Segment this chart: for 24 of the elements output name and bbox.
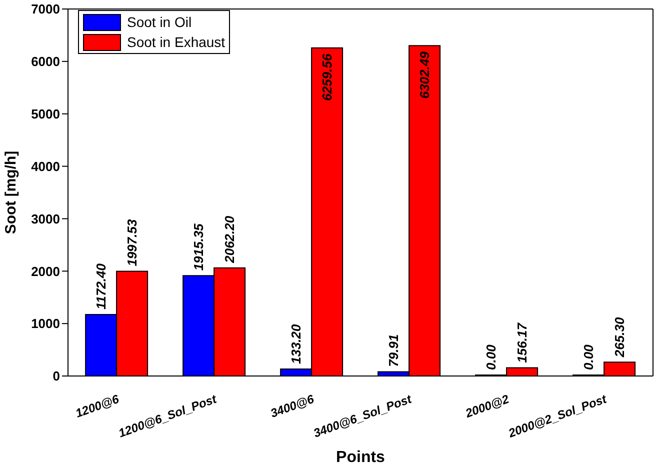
legend-label: Soot in Oil	[127, 14, 192, 30]
data-label: 6302.49	[417, 50, 432, 99]
y-tick-label: 4000	[31, 158, 60, 174]
data-label: 1915.35	[191, 222, 206, 271]
data-label: 1172.40	[94, 262, 109, 310]
data-label: 0.00	[484, 344, 499, 370]
data-label: 133.20	[288, 323, 304, 364]
data-label: 79.91	[386, 334, 402, 367]
y-tick-label: 1000	[31, 316, 60, 332]
y-tick-label: 6000	[31, 54, 60, 70]
y-tick-label: 5000	[31, 106, 60, 122]
y-tick-label: 0	[52, 368, 60, 384]
y-tick-label: 2000	[31, 264, 60, 279]
data-label: 0.00	[581, 344, 596, 370]
data-label: 6259.56	[320, 53, 335, 101]
y-tick-label: 3000	[31, 211, 60, 226]
legend-label: Soot in Exhaust	[127, 34, 226, 50]
data-label: 156.17	[514, 322, 530, 363]
data-label: 265.30	[612, 316, 628, 358]
x-axis-title: Points	[336, 449, 386, 466]
y-tick-label: 7000	[31, 2, 60, 17]
data-label: 2062.20	[222, 215, 238, 264]
data-label: 1997.53	[124, 218, 140, 266]
y-axis-title: Soot [mg/h]	[2, 150, 20, 234]
